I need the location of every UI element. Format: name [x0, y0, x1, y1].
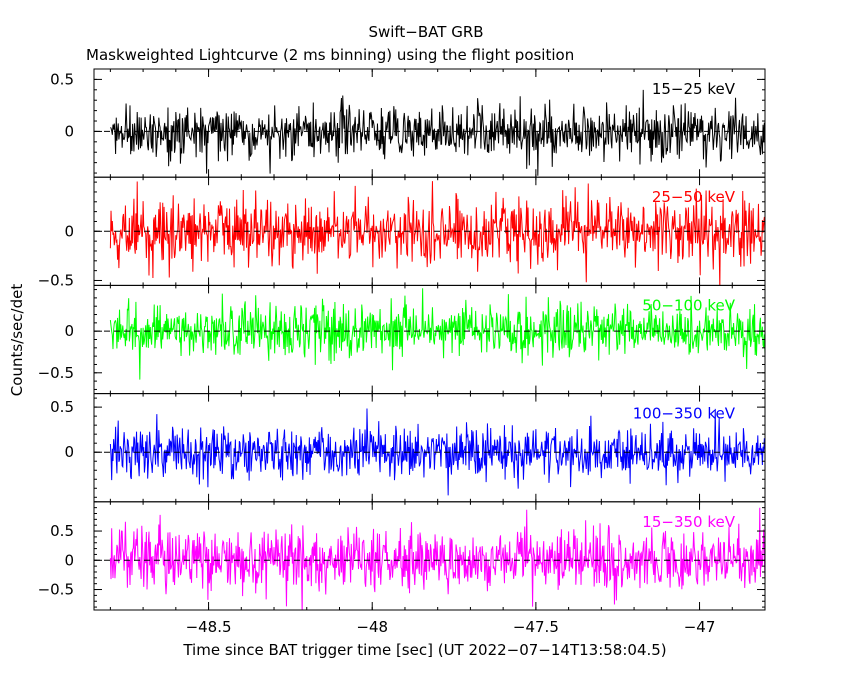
series-label-5: 15−350 keV — [642, 513, 735, 531]
series-label-3: 50−100 keV — [642, 296, 735, 314]
series-label-1: 15−25 keV — [652, 80, 736, 98]
y-axis-label: Counts/sec/det — [8, 284, 26, 397]
y-tick-label: 0 — [64, 122, 74, 140]
chart-subtitle: Maskweighted Lightcurve (2 ms binning) u… — [86, 46, 574, 64]
panel-3: −0.5 0 50−100 keV — [38, 284, 766, 395]
panel-5: −0.5 0 0.5 15−350 keV −48.5 −48 −47.5 −47 — [38, 501, 766, 636]
panel-2: −0.5 0 25−50 keV — [38, 176, 766, 289]
y-tick-label: 0 — [64, 222, 74, 240]
series-label-4: 100−350 keV — [633, 405, 736, 423]
chart-title: Swift−BAT GRB — [368, 23, 483, 41]
y-tick-label: 0.5 — [50, 522, 74, 540]
panel-4: 0 0.5 100−350 keV — [50, 393, 766, 503]
series-line-2 — [109, 181, 765, 286]
x-tick-label: −48 — [356, 618, 388, 636]
series-label-2: 25−50 keV — [652, 188, 736, 206]
y-tick-label: 0.5 — [50, 398, 74, 416]
series-line-4 — [109, 408, 765, 496]
y-tick-label: 0 — [64, 551, 74, 569]
x-axis-label: Time since BAT trigger time [sec] (UT 20… — [182, 641, 666, 659]
y-tick-label: 0 — [64, 443, 74, 461]
x-tick-label: −47.5 — [513, 618, 559, 636]
y-tick-label: 0 — [64, 322, 74, 340]
y-tick-label: −0.5 — [38, 581, 74, 599]
y-tick-label: −0.5 — [38, 271, 74, 289]
series-line-1 — [110, 89, 765, 176]
x-tick-label: −47 — [684, 618, 716, 636]
y-tick-label: −0.5 — [38, 364, 74, 382]
x-tick-label: −48.5 — [186, 618, 232, 636]
panel-frame-5 — [93, 501, 766, 611]
y-tick-label: 0.5 — [50, 70, 74, 88]
panel-1: 0 0.5 15−25 keV — [50, 68, 766, 178]
series-line-5 — [109, 507, 765, 610]
